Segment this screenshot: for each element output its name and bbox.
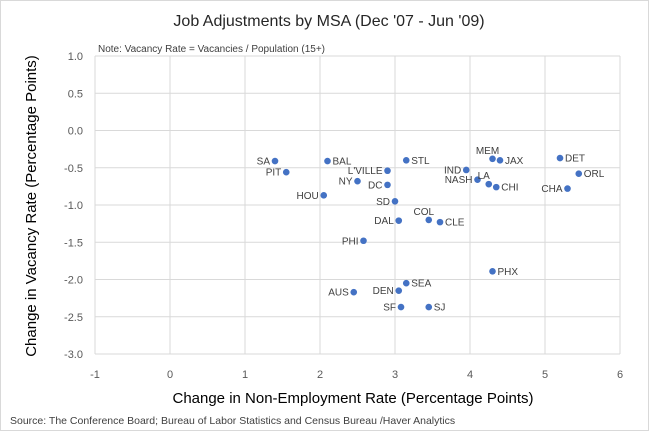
x-tick-label: 3 <box>392 369 398 381</box>
label-jax: JAX <box>505 156 524 167</box>
gridlines <box>94 55 621 355</box>
x-axis-title: Change in Non-Employment Rate (Percentag… <box>172 390 533 407</box>
label-bal: BAL <box>333 157 352 168</box>
x-tick-label: 0 <box>167 369 173 381</box>
x-tick-label: 5 <box>542 369 548 381</box>
point-aus <box>350 288 358 296</box>
y-tick-label: -2.0 <box>64 275 83 287</box>
label-nash: NASH <box>445 175 473 186</box>
point-det <box>556 154 564 162</box>
label-sd: SD <box>376 197 390 208</box>
label-mem: MEM <box>476 146 499 157</box>
label-phi: PHI <box>342 236 359 247</box>
point-sd <box>391 197 399 205</box>
label-col: COL <box>413 207 434 218</box>
y-tick-label: 0.5 <box>68 88 83 100</box>
tick-labels: 1.0 0.5 0.0 -0.5 -1.0 -1.5 -2.0 -2.5 -3.0 -1 0 1 2 3 4… <box>64 51 623 381</box>
source-note: Source: The Conference Board; Bureau of … <box>10 415 455 427</box>
x-tick-label: -1 <box>90 369 100 381</box>
label-cha: CHA <box>541 184 562 195</box>
point-phi <box>360 237 367 245</box>
point-sea <box>402 279 410 287</box>
label-dc: DC <box>368 180 382 191</box>
y-tick-label: -0.5 <box>64 163 83 175</box>
x-tick-label: 4 <box>467 369 473 381</box>
point-sf <box>397 303 405 311</box>
label-cle: CLE <box>445 218 465 229</box>
point-sa <box>271 157 279 165</box>
y-tick-label: -1.5 <box>64 237 83 249</box>
label-pit: PIT <box>266 168 282 179</box>
y-tick-label: -3.0 <box>64 349 83 361</box>
point-jax <box>496 157 504 164</box>
y-tick-label: 0.0 <box>68 126 83 138</box>
point-dc <box>384 181 391 189</box>
label-den: DEN <box>373 286 394 297</box>
label-det: DET <box>565 154 585 165</box>
y-tick-label: 1.0 <box>68 51 83 63</box>
point-hou <box>320 192 328 199</box>
label-sea: SEA <box>411 279 431 290</box>
point-dal <box>395 217 403 224</box>
x-tick-label: 1 <box>242 369 248 381</box>
point-mem <box>489 155 496 163</box>
label-sa: SA <box>257 157 271 168</box>
point-pit <box>282 168 290 176</box>
label-orl: ORL <box>584 169 605 180</box>
point-chi <box>492 183 500 191</box>
label-stl: STL <box>411 156 430 167</box>
data-points <box>271 154 583 311</box>
point-col <box>425 216 433 224</box>
y-tick-label: -2.5 <box>64 312 83 324</box>
label-phx: PHX <box>498 267 519 278</box>
label-lville: L'VILLE <box>348 166 383 177</box>
point-la <box>485 180 493 188</box>
point-stl <box>402 157 410 164</box>
point-cha <box>564 185 571 192</box>
y-tick-label: -1.0 <box>64 200 83 212</box>
point-lville <box>384 167 391 175</box>
label-sf: SF <box>383 303 396 314</box>
point-ny <box>354 177 361 185</box>
point-ind <box>462 166 470 174</box>
point-cle <box>436 218 444 226</box>
point-orl <box>575 170 583 178</box>
point-sj <box>425 303 433 311</box>
chart-title: Job Adjustments by MSA (Dec '07 - Jun '0… <box>173 13 484 30</box>
label-sj: SJ <box>434 303 446 314</box>
point-nash <box>474 176 481 183</box>
chart-note: Note: Vacancy Rate = Vacancies / Populat… <box>98 44 325 55</box>
label-hou: HOU <box>297 191 319 202</box>
x-tick-label: 2 <box>317 369 323 381</box>
point-den <box>395 287 403 294</box>
label-aus: AUS <box>328 288 349 299</box>
point-bal <box>324 157 331 165</box>
label-dal: DAL <box>374 216 394 227</box>
label-chi: CHI <box>501 183 518 194</box>
label-ny: NY <box>339 177 353 188</box>
point-phx <box>489 268 496 275</box>
label-la: LA <box>478 171 491 182</box>
y-axis-title: Change in Vacancy Rate (Percentage Point… <box>23 55 40 357</box>
x-tick-label: 6 <box>617 369 623 381</box>
label-ind: IND <box>444 165 461 176</box>
